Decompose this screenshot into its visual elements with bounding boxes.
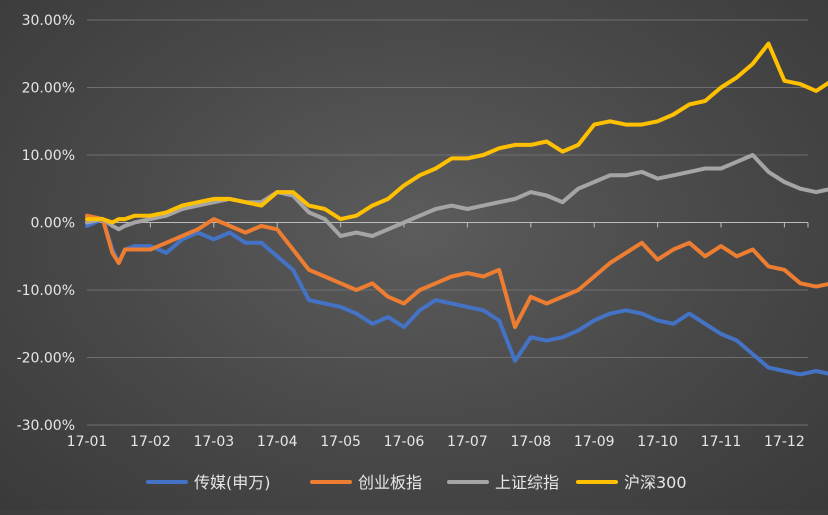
x-tick-label: 17-05 (320, 434, 361, 450)
x-tick-label: 17-10 (637, 434, 678, 450)
series-line-3 (85, 153, 828, 238)
y-tick-label: 0.00% (31, 216, 75, 232)
axes: 30.00% 20.00% 10.00% 0.00% -10.00% -20.00% -30… (17, 13, 809, 450)
x-tick-label: 17-01 (67, 434, 108, 450)
legend-label: 上证综指 (495, 473, 559, 492)
y-tick-label: -30.00% (17, 418, 75, 434)
legend-item-3: 上证综指 (447, 473, 559, 492)
legend: 传媒(申万) 创业板指 上证综指 沪深300 (146, 473, 687, 492)
x-tick-label: 17-04 (257, 434, 298, 450)
x-tick-label: 17-08 (510, 434, 551, 450)
y-tick-label: -10.00% (17, 283, 75, 299)
x-tick-label: 17-12 (764, 434, 805, 450)
legend-item-4: 沪深300 (576, 473, 687, 492)
series-lines (85, 41, 828, 377)
x-tick-label: 17-03 (193, 434, 234, 450)
y-tick-label: 20.00% (22, 81, 75, 97)
x-tick-label: 17-11 (701, 434, 742, 450)
legend-item-2: 创业板指 (310, 473, 422, 492)
series-line-4 (85, 41, 828, 225)
x-tick-label: 17-09 (574, 434, 615, 450)
x-tick-label: 17-07 (447, 434, 488, 450)
series-line-1 (85, 217, 828, 377)
y-tick-label: -20.00% (17, 351, 75, 367)
y-tick-label: 10.00% (22, 148, 75, 164)
legend-label: 传媒(申万) (194, 473, 271, 492)
x-tick-label: 17-02 (130, 434, 171, 450)
y-tick-label: 30.00% (22, 13, 75, 29)
gridlines (87, 19, 808, 426)
x-tick-label: 17-06 (384, 434, 425, 450)
legend-label: 创业板指 (358, 473, 422, 492)
series-line-2 (85, 213, 828, 330)
legend-item-1: 传媒(申万) (146, 473, 271, 492)
legend-label: 沪深300 (624, 473, 687, 492)
